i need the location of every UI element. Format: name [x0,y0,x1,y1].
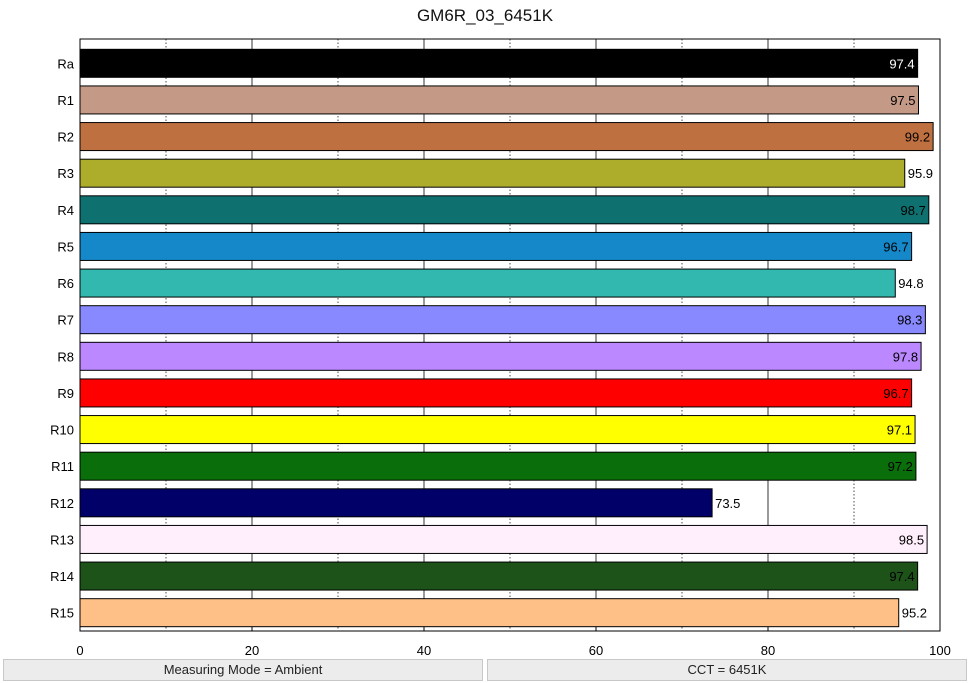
bar-r9 [79,378,913,408]
bar-r7 [79,305,926,335]
value-label: 97.1 [887,423,912,438]
x-tick-label: 40 [417,643,431,658]
category-label: R14 [50,569,74,584]
measuring-mode-status: Measuring Mode = Ambient [3,659,483,681]
category-label: R8 [57,349,74,364]
bar-r10 [79,415,916,445]
cct-status: CCT = 6451K [487,659,967,681]
value-label: 97.4 [889,56,914,71]
bar-chart: Ra 97.4 R1 97.5 R2 99.2 R3 95.9 R4 98.7 R5 96.7 R6 94… [50,38,951,658]
bar-r4 [79,195,930,225]
category-label: Ra [57,56,74,71]
category-label: R7 [57,313,74,328]
value-label: 99.2 [905,130,930,145]
chart-title: GM6R_03_6451K [416,6,554,25]
value-label: 95.2 [902,606,927,621]
category-label: R5 [57,239,74,254]
x-tick-label: 20 [245,643,259,658]
bar-r6 [79,268,896,298]
bar-r12 [79,488,713,518]
value-label: 98.5 [899,532,924,547]
value-label: 96.7 [883,239,908,254]
bar-r15 [79,598,900,628]
x-tick-label: 100 [929,643,951,658]
x-tick-label: 0 [76,643,83,658]
bar-r11 [79,451,917,481]
category-label: R9 [57,386,74,401]
category-label: R11 [51,459,74,474]
value-label: 95.9 [908,166,933,181]
value-label: 94.8 [898,276,923,291]
value-label: 97.8 [893,349,918,364]
bar-r2 [79,122,934,152]
value-label: 97.2 [888,459,913,474]
bar-ra [79,48,919,78]
value-label: 97.5 [890,93,915,108]
bar-r14 [79,561,919,591]
bar-r1 [79,85,919,115]
category-label: R3 [57,166,74,181]
category-label: R15 [50,606,74,621]
bar-r8 [79,341,922,371]
bar-r5 [79,231,913,261]
value-label: 73.5 [715,496,740,511]
x-tick-label: 80 [761,643,775,658]
category-label: R4 [57,203,74,218]
bar-r13 [79,524,928,554]
category-label: R1 [57,93,74,108]
value-label: 97.4 [889,569,914,584]
category-label: R12 [50,496,74,511]
category-label: R6 [57,276,74,291]
category-label: R2 [57,130,74,145]
bar-r3 [79,158,906,188]
value-label: 96.7 [883,386,908,401]
category-label: R13 [50,532,74,547]
x-tick-label: 60 [589,643,603,658]
value-label: 98.7 [901,203,926,218]
value-label: 98.3 [897,313,922,328]
category-label: R10 [50,423,74,438]
